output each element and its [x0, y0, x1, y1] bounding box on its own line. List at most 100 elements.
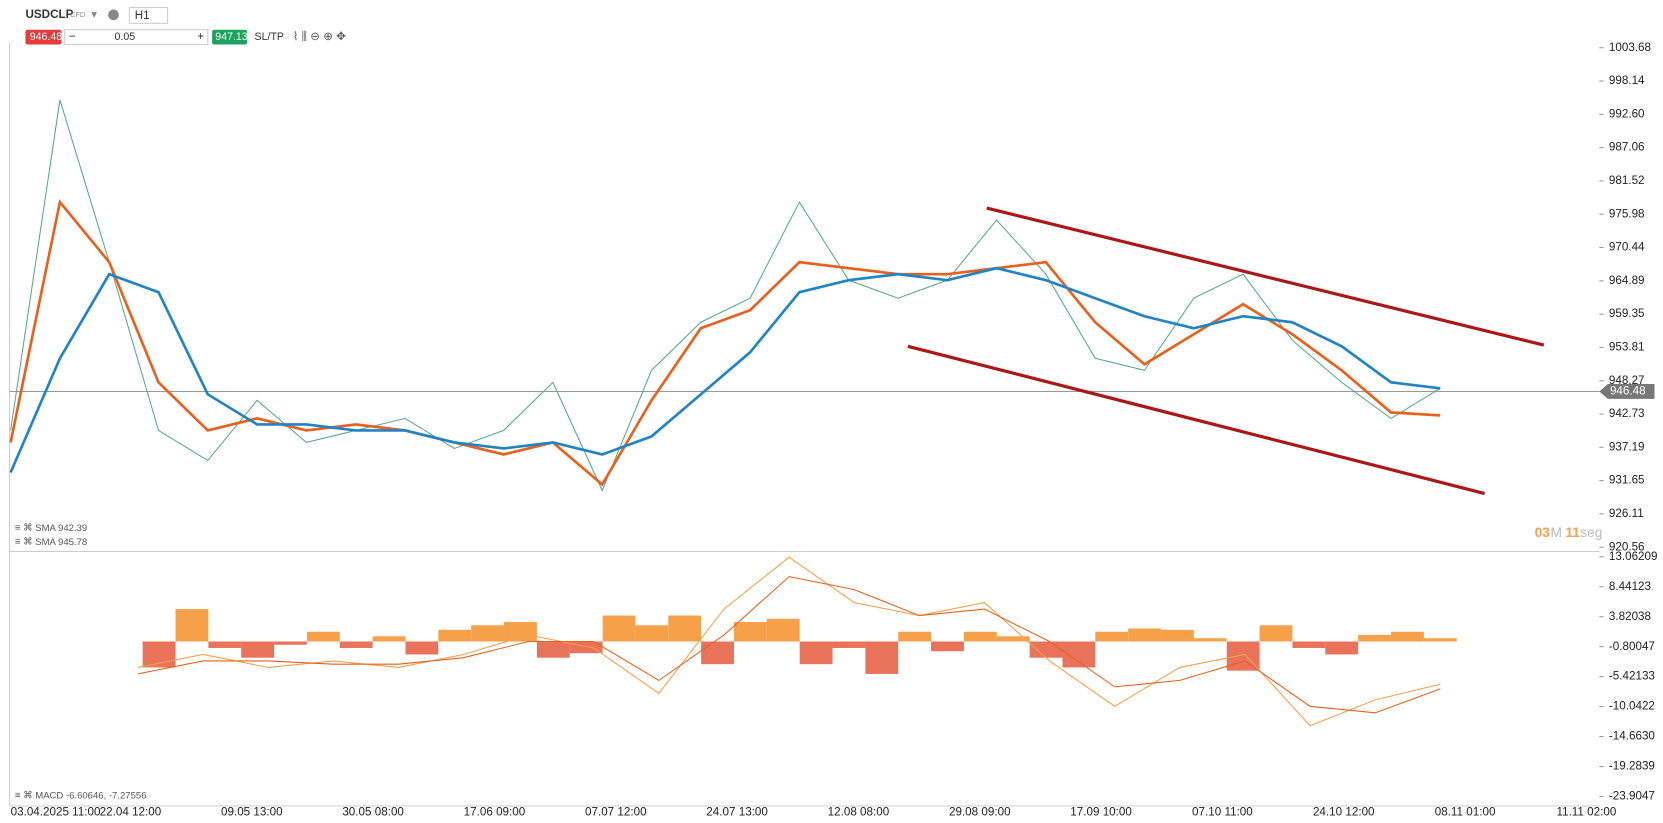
y-tick-label: 998.14: [1609, 74, 1645, 87]
sltp[interactable]: SL/TP: [255, 31, 284, 43]
x-tick-label: 11.11 02:00: [1556, 805, 1616, 818]
y-tick-label: 953.81: [1609, 341, 1645, 354]
sma-legend: ≡ ⌘ SMA 945.78: [15, 536, 87, 547]
x-tick-label: 07.10 11:00: [1192, 805, 1253, 818]
y-tick-label: 959.35: [1609, 307, 1645, 320]
macd-bar: [865, 641, 899, 674]
x-tick-label: 29.08 09:00: [949, 805, 1011, 818]
macd-bar: [471, 625, 505, 642]
symbol[interactable]: USDCLP: [25, 8, 73, 21]
price-line: [10, 99, 1441, 492]
macd-bar: [602, 615, 636, 642]
y-tick-label: 970.44: [1609, 241, 1645, 254]
sell-price[interactable]: 946.48: [30, 31, 63, 43]
macd-bar: [274, 641, 307, 645]
macd-bar: [898, 631, 932, 642]
macd-bar: [1259, 625, 1293, 642]
y-tick-label: 1003.68: [1609, 41, 1651, 54]
sma-fast-name: SMA 942.39: [35, 523, 87, 534]
macd-bar: [701, 641, 734, 665]
macd-bar: [1358, 635, 1391, 642]
macd-bar: [635, 625, 669, 642]
y-tick-label: 920.56: [1609, 540, 1645, 553]
timeframe-box[interactable]: [128, 6, 169, 24]
x-tick-label: 12.08 08:00: [828, 805, 890, 818]
plus[interactable]: +: [197, 30, 204, 43]
sell-button[interactable]: [25, 29, 62, 45]
x-tick-label: 17.09 10:00: [1070, 805, 1132, 818]
macd-bar: [996, 636, 1030, 642]
x-tick-label: 08.11 01:00: [1435, 805, 1496, 818]
macd-bar: [799, 641, 833, 665]
macd-bar: [1128, 628, 1162, 642]
macd-bar: [1423, 638, 1457, 642]
macd-bar: [1095, 631, 1129, 642]
buy-button[interactable]: [212, 29, 248, 45]
sma-slow-name: SMA 945.78: [35, 536, 87, 547]
macd-bar: [1390, 631, 1424, 642]
current-price-tag: [1599, 384, 1655, 399]
lot-input[interactable]: [64, 29, 209, 46]
timer-min: 03: [1535, 525, 1551, 540]
macd-bar: [208, 641, 242, 648]
sma-line: [9, 266, 1441, 474]
minus[interactable]: −: [69, 30, 76, 43]
dropdown[interactable]: ▾: [91, 8, 97, 21]
y-tick-label: 987.06: [1609, 141, 1645, 154]
macd-y-tick-label: 3.82038: [1609, 610, 1651, 623]
macd-bar: [536, 641, 570, 658]
x-tick-label: 03.04.2025 11:00: [11, 805, 101, 818]
macd-bar: [372, 636, 406, 642]
macd-bar: [438, 629, 472, 642]
macd-bar: [1226, 641, 1260, 671]
timer-sec-unit: seg: [1580, 525, 1602, 540]
y-tick-label: 981.52: [1609, 174, 1645, 187]
macd-y-tick-label: 8.44123: [1609, 580, 1651, 593]
macd-y-tick-label: -23.9047: [1609, 790, 1655, 803]
macd-bar: [241, 641, 275, 658]
macd-y-tick-label: -5.42133: [1609, 670, 1655, 683]
x-tick-label: 09.05 13:00: [221, 805, 283, 818]
timeframe[interactable]: H1: [135, 9, 150, 22]
y-tick-label: 942.73: [1609, 407, 1645, 420]
timer-min-unit: M: [1551, 525, 1562, 540]
buy-price[interactable]: 947.13: [215, 31, 248, 43]
macd-bar: [963, 631, 997, 642]
lot[interactable]: 0.05: [115, 31, 136, 43]
macd-bar: [1193, 638, 1227, 642]
macd-bar: [569, 641, 603, 654]
macd-bar: [1161, 629, 1194, 642]
y-tick-label: 975.98: [1609, 207, 1645, 220]
macd-bar: [766, 618, 800, 642]
macd-y-tick-label: -10.0422: [1609, 700, 1655, 713]
timer-sec: 11: [1565, 525, 1580, 540]
current-price-label: 946.48: [1610, 385, 1646, 398]
macd-label: MACD -6.60646, -7.27556: [35, 790, 146, 801]
tools[interactable]: ⌇ ⫼ ⊖ ⊕ ✥: [293, 30, 347, 43]
macd-bar: [306, 631, 340, 642]
macd-line: [137, 556, 1441, 727]
info-icon[interactable]: [108, 9, 119, 21]
macd-bar: [1325, 641, 1359, 655]
sma-legend: ≡ ⌘ SMA 942.39: [15, 523, 87, 534]
macd-bar: [504, 622, 537, 642]
macd-bar: [668, 615, 702, 642]
macd-legend: ≡ ⌘ MACD -6.60646, -7.27556: [15, 790, 147, 801]
x-tick-label: 07.07 12:00: [585, 805, 647, 818]
macd-bar: [733, 622, 767, 642]
y-tick-label: 937.19: [1609, 440, 1645, 453]
macd-bar: [931, 641, 964, 652]
macd-y-tick-label: -19.2839: [1609, 760, 1655, 773]
macd-bar: [1029, 641, 1063, 658]
macd-y-tick-label: -14.6630: [1609, 730, 1656, 743]
macd-y-tick-label: -0.80047: [1609, 640, 1655, 653]
y-tick-label: 992.60: [1609, 107, 1645, 120]
y-tick-label: 931.65: [1609, 474, 1645, 487]
macd-bar: [175, 609, 209, 642]
x-tick-label: 24.10 12:00: [1313, 805, 1375, 818]
y-tick-label: 964.89: [1609, 274, 1645, 287]
instrument-kind: CFD: [70, 10, 85, 19]
y-tick-label: 926.11: [1609, 507, 1644, 520]
